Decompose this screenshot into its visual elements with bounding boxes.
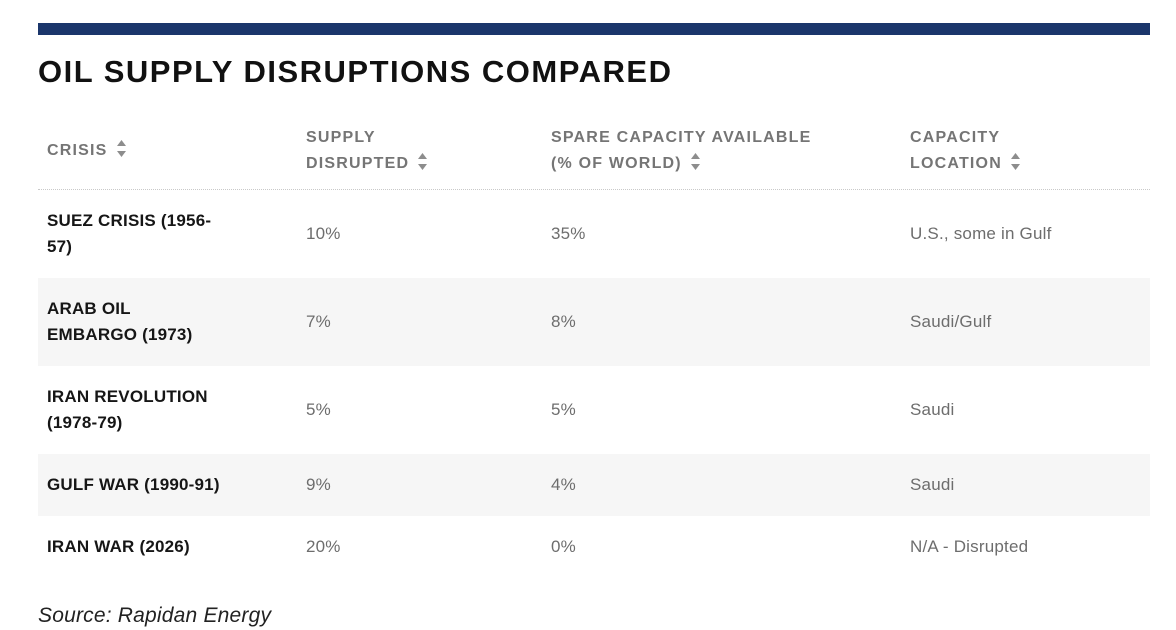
column-header-supply-disrupted[interactable]: SUPPLY DISRUPTED xyxy=(297,117,542,189)
table-row: GULF WAR (1990-91) 9% 4% Saudi xyxy=(38,454,1150,516)
sort-icon[interactable] xyxy=(690,153,701,179)
cell-supply-disrupted: 7% xyxy=(306,312,331,331)
cell-spare-capacity: 0% xyxy=(551,537,576,556)
cell-capacity-location: Saudi xyxy=(910,475,955,494)
source-attribution: Source: Rapidan Energy xyxy=(38,604,272,627)
cell-supply-disrupted: 20% xyxy=(306,537,341,556)
column-header-line2: LOCATION xyxy=(910,151,1136,179)
page-title: OIL SUPPLY DISRUPTIONS COMPARED xyxy=(38,54,673,89)
table-row: SUEZ CRISIS (1956-57) 10% 35% U.S., some… xyxy=(38,190,1150,278)
cell-supply-disrupted: 5% xyxy=(306,400,331,419)
column-header-line1: SUPPLY xyxy=(306,129,376,146)
cell-capacity-location: Saudi xyxy=(910,400,955,419)
sort-icon[interactable] xyxy=(417,153,428,179)
table-row: ARAB OIL EMBARGO (1973) 7% 8% Saudi/Gulf xyxy=(38,278,1150,366)
content-container: OIL SUPPLY DISRUPTIONS COMPARED CRISIS S… xyxy=(38,23,1150,628)
table-header-row: CRISIS SUPPLY DISRUPTED SPARE CAPACITY A… xyxy=(38,117,1150,190)
column-header-capacity-location[interactable]: CAPACITY LOCATION xyxy=(901,117,1150,189)
cell-crisis: IRAN WAR (2026) xyxy=(47,537,190,556)
cell-supply-disrupted: 9% xyxy=(306,475,331,494)
cell-crisis: IRAN REVOLUTION (1978-79) xyxy=(47,387,208,432)
disruptions-table: CRISIS SUPPLY DISRUPTED SPARE CAPACITY A… xyxy=(38,117,1150,578)
cell-supply-disrupted: 10% xyxy=(306,224,341,243)
sort-icon[interactable] xyxy=(1010,153,1021,179)
table-row: IRAN WAR (2026) 20% 0% N/A - Disrupted xyxy=(38,516,1150,578)
column-header-crisis[interactable]: CRISIS xyxy=(38,130,297,176)
cell-capacity-location: Saudi/Gulf xyxy=(910,312,992,331)
column-header-crisis-label: CRISIS xyxy=(47,142,108,159)
cell-capacity-location: U.S., some in Gulf xyxy=(910,224,1052,243)
cell-crisis: GULF WAR (1990-91) xyxy=(47,475,220,494)
cell-spare-capacity: 5% xyxy=(551,400,576,419)
cell-crisis: ARAB OIL EMBARGO (1973) xyxy=(47,299,193,344)
column-header-spare-capacity[interactable]: SPARE CAPACITY AVAILABLE (% OF WORLD) xyxy=(542,117,901,189)
cell-spare-capacity: 4% xyxy=(551,475,576,494)
table-row: IRAN REVOLUTION (1978-79) 5% 5% Saudi xyxy=(38,366,1150,454)
accent-bar xyxy=(38,23,1150,35)
column-header-line2: (% OF WORLD) xyxy=(551,151,887,179)
column-header-line1: CAPACITY xyxy=(910,129,1001,146)
cell-spare-capacity: 8% xyxy=(551,312,576,331)
sort-icon[interactable] xyxy=(116,140,127,166)
cell-crisis: SUEZ CRISIS (1956-57) xyxy=(47,211,212,256)
column-header-line1: SPARE CAPACITY AVAILABLE xyxy=(551,129,812,146)
cell-capacity-location: N/A - Disrupted xyxy=(910,537,1029,556)
column-header-line2: DISRUPTED xyxy=(306,151,528,179)
cell-spare-capacity: 35% xyxy=(551,224,586,243)
